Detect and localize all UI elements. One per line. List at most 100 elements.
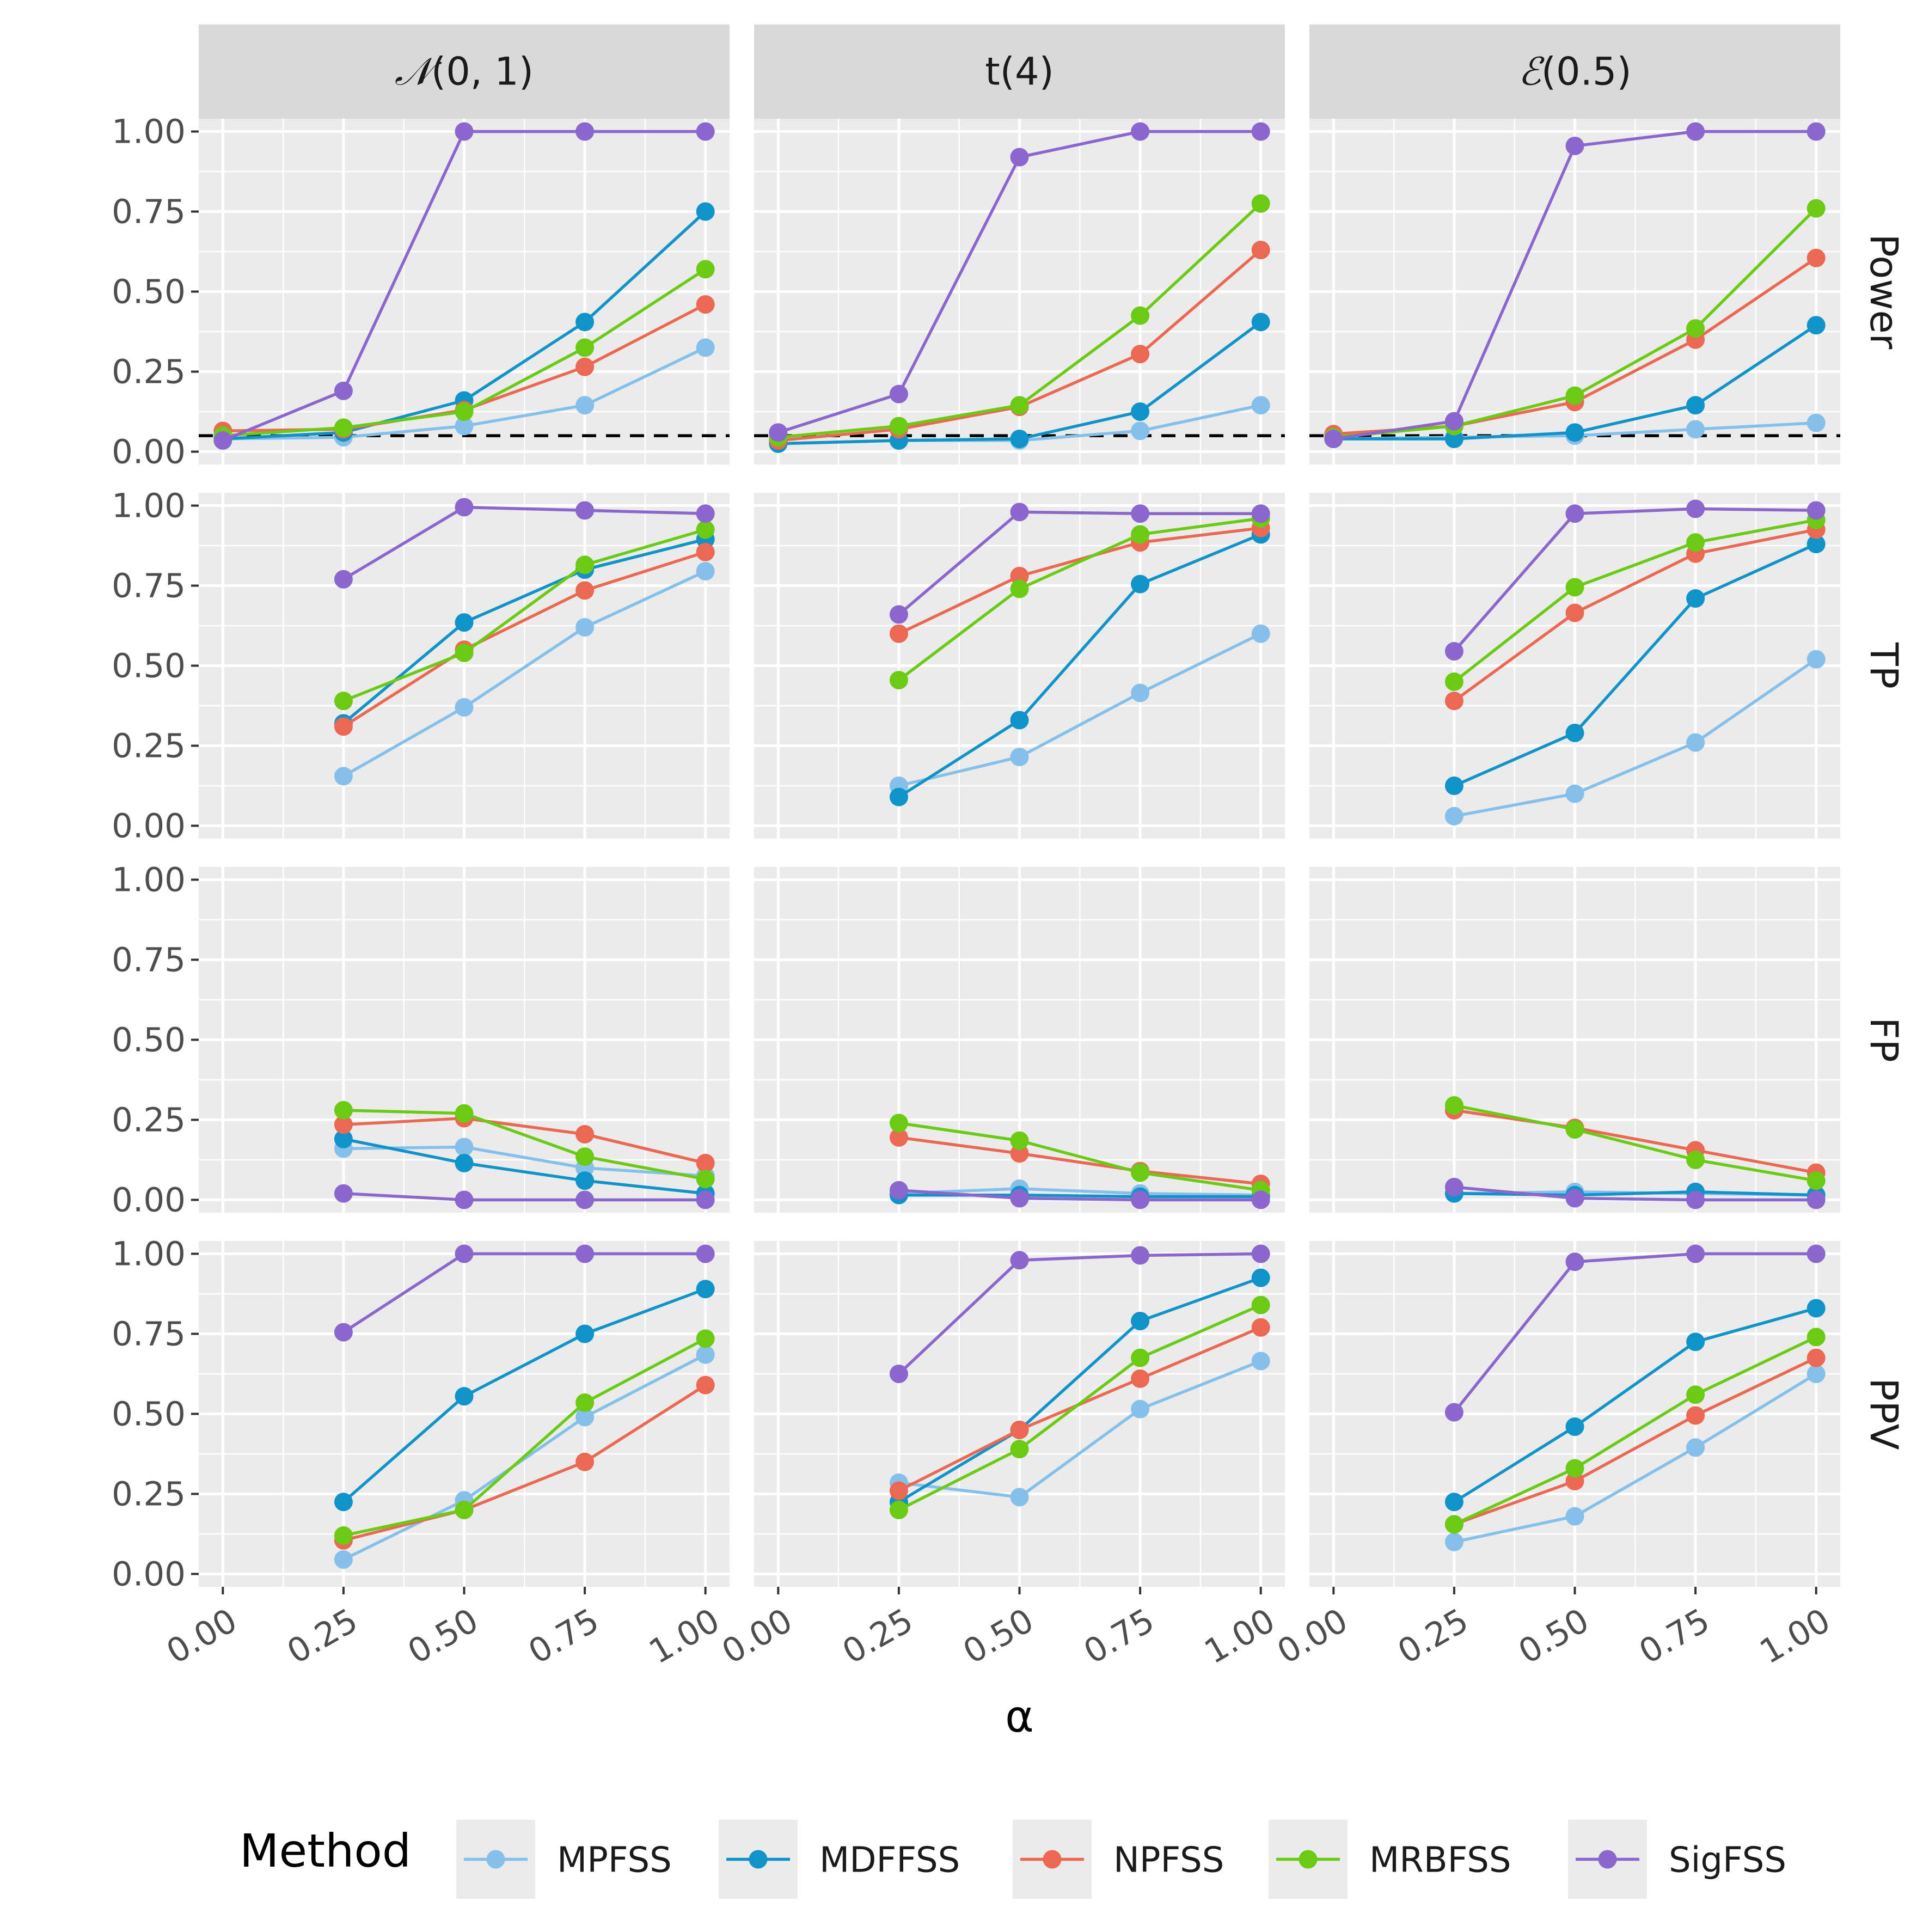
data-point-npfss xyxy=(889,624,908,643)
panel-series-tp-exp xyxy=(1444,499,1826,826)
data-point-sigfss xyxy=(1686,1244,1705,1263)
data-point-npfss xyxy=(696,1153,715,1172)
data-point-mpfss xyxy=(1686,733,1705,752)
data-point-mdffss xyxy=(696,1280,715,1299)
data-point-sigfss xyxy=(1806,1190,1826,1209)
data-point-mrbfss xyxy=(1565,386,1584,405)
data-point-mdffss xyxy=(334,1129,353,1148)
data-point-mrbfss xyxy=(455,1104,474,1123)
x-tick-label: 0.50 xyxy=(957,1601,1040,1671)
data-point-mdffss xyxy=(1806,316,1826,335)
data-point-mdffss xyxy=(1444,429,1463,448)
y-tick-label: 0.25 xyxy=(112,726,186,765)
data-point-mdffss xyxy=(1565,423,1584,442)
data-point-sigfss xyxy=(1251,1244,1270,1263)
data-point-mdffss xyxy=(1565,1417,1584,1436)
data-point-mdffss xyxy=(575,1171,595,1190)
x-tick-label: 0.25 xyxy=(1392,1601,1475,1671)
series-line-npfss xyxy=(1453,528,1817,702)
series-line-sigfss xyxy=(342,505,706,581)
data-point-sigfss xyxy=(1444,1403,1463,1422)
row-strip-label-power: Power xyxy=(1861,234,1906,350)
data-point-mrbfss xyxy=(1010,1440,1029,1459)
data-point-mdffss xyxy=(1806,1299,1826,1318)
data-point-mrbfss xyxy=(455,402,474,421)
data-point-sigfss xyxy=(455,1244,474,1263)
series-line-mdffss xyxy=(898,1276,1261,1503)
series-line-mrbfss xyxy=(1453,518,1817,683)
data-point-npfss xyxy=(575,357,595,376)
data-point-sigfss xyxy=(1251,504,1270,523)
data-point-npfss xyxy=(575,581,595,600)
y-tick-label: 0.50 xyxy=(112,1021,186,1060)
data-point-mpfss xyxy=(696,338,715,357)
series-line-mpfss xyxy=(343,1145,706,1178)
data-point-npfss xyxy=(1565,603,1584,622)
y-tick-label: 0.75 xyxy=(112,193,186,231)
x-tick-label: 0.50 xyxy=(1512,1601,1595,1671)
data-point-sigfss xyxy=(1806,122,1826,141)
data-point-mpfss xyxy=(1686,1438,1705,1457)
data-point-mrbfss xyxy=(889,1114,908,1133)
data-point-mdffss xyxy=(1131,1311,1150,1330)
column-strip-t: t(4) xyxy=(754,25,1285,119)
data-point-npfss xyxy=(1806,1348,1826,1367)
series-line-mpfss xyxy=(1454,658,1817,818)
data-point-mrbfss xyxy=(1010,1131,1029,1150)
data-point-mrbfss xyxy=(575,555,595,574)
data-point-mrbfss xyxy=(455,643,474,662)
data-point-mpfss xyxy=(575,617,595,637)
data-point-sigfss xyxy=(1131,1246,1150,1265)
data-point-sigfss xyxy=(889,384,908,403)
legend-item-mdffss: MDFFSS xyxy=(719,1820,960,1899)
panel-ppv-exp xyxy=(1309,1241,1840,1587)
series-line-mrbfss xyxy=(342,528,706,702)
data-point-mrbfss xyxy=(1565,1120,1584,1139)
series-line-sigfss xyxy=(342,1252,706,1334)
y-tick-label: 0.00 xyxy=(112,1181,186,1219)
data-point-mpfss xyxy=(455,417,474,436)
data-point-mrbfss xyxy=(334,1526,353,1545)
row-strip-label-tp: TP xyxy=(1861,642,1906,689)
series-line-mpfss xyxy=(898,1187,1261,1197)
data-point-sigfss xyxy=(334,1323,353,1342)
data-point-mpfss xyxy=(696,562,715,581)
series-line-mdffss xyxy=(898,533,1261,798)
data-point-mrbfss xyxy=(696,520,715,539)
data-point-mrbfss xyxy=(1251,1295,1270,1315)
data-point-sigfss xyxy=(213,431,232,450)
legend-label: NPFSS xyxy=(1113,1841,1224,1881)
data-point-mdffss xyxy=(1444,1493,1463,1512)
data-point-mpfss xyxy=(1686,420,1705,439)
data-point-npfss xyxy=(1444,692,1463,711)
panel-series-power-exp xyxy=(1324,122,1826,448)
column-strip-text: t(4) xyxy=(985,50,1054,94)
data-point-mpfss xyxy=(575,1408,595,1427)
data-point-mrbfss xyxy=(889,670,908,689)
data-point-sigfss xyxy=(1444,642,1463,661)
x-tick-label: 0.25 xyxy=(281,1601,364,1671)
series-line-mpfss xyxy=(898,632,1261,787)
data-point-mdffss xyxy=(1131,402,1150,421)
data-point-mpfss xyxy=(1444,806,1463,826)
data-point-mpfss xyxy=(1806,413,1826,432)
data-point-sigfss xyxy=(1251,1190,1270,1209)
panel-fp-exp xyxy=(1309,867,1840,1213)
x-tick-label: 0.50 xyxy=(401,1601,485,1671)
data-point-sigfss xyxy=(334,381,353,400)
data-point-mdffss xyxy=(1251,1268,1270,1287)
data-point-sigfss xyxy=(696,504,715,523)
data-point-mpfss xyxy=(1806,1365,1826,1384)
data-point-sigfss xyxy=(1686,122,1705,141)
data-point-mrbfss xyxy=(1131,1348,1150,1367)
data-point-mpfss xyxy=(1565,1507,1584,1526)
data-point-sigfss xyxy=(1806,1244,1826,1263)
data-point-mpfss xyxy=(455,698,474,717)
y-tick-label: 0.75 xyxy=(112,941,186,980)
data-point-mdffss xyxy=(1686,589,1705,608)
data-point-mdffss xyxy=(455,1387,474,1406)
data-point-sigfss xyxy=(1010,503,1029,522)
data-point-sigfss xyxy=(334,570,353,589)
data-point-npfss xyxy=(696,542,715,561)
